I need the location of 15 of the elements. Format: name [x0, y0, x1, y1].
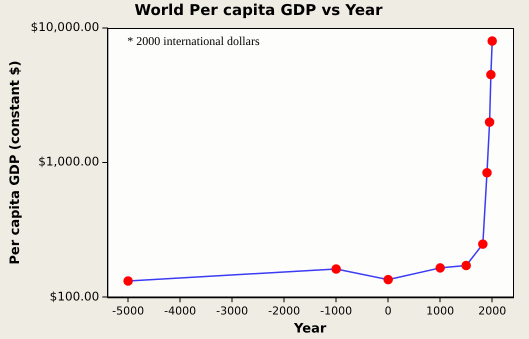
y-tick-label: $1,000.00: [38, 154, 100, 169]
x-tick-label: 1000: [426, 304, 454, 318]
chart-title: World Per capita GDP vs Year: [134, 0, 384, 19]
y-axis-title: Per capita GDP (constant $): [8, 60, 24, 265]
x-tick-label: 2000: [478, 304, 506, 318]
x-tick-label: -2000: [268, 304, 300, 318]
x-tick-label: -5000: [112, 304, 144, 318]
y-tick-label: $10,000.00: [30, 20, 100, 34]
x-tick-label: -3000: [216, 304, 248, 318]
x-tick-label: 0: [384, 304, 392, 318]
y-tick-label: $100.00: [50, 289, 100, 304]
annotation: * 2000 international dollars: [127, 34, 260, 48]
x-axis-title: Year: [293, 322, 327, 337]
x-tick-label: -4000: [164, 304, 196, 318]
x-tick-label: -1000: [320, 304, 352, 318]
